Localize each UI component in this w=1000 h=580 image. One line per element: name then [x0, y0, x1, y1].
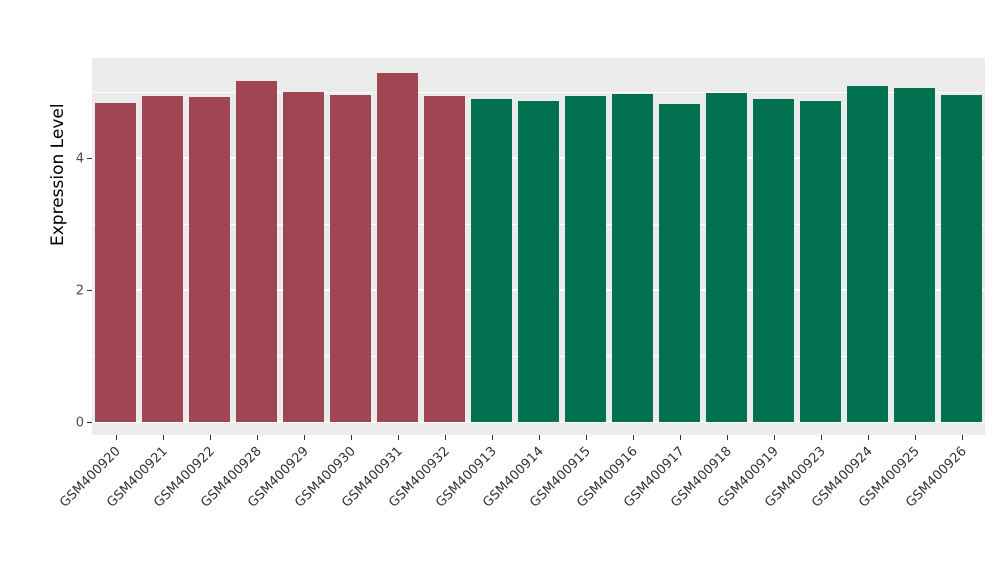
- bar-GSM400919: [753, 99, 794, 422]
- y-tick-mark: [87, 158, 92, 159]
- x-tick-mark: [350, 435, 352, 440]
- bar-GSM400924: [847, 86, 888, 422]
- y-axis-title: Expression Level: [48, 103, 68, 246]
- plot-panel: [92, 58, 985, 435]
- x-tick-mark: [397, 435, 399, 440]
- x-tick-mark: [679, 435, 681, 440]
- gridline-major: [92, 421, 985, 423]
- x-tick-mark: [209, 435, 211, 440]
- x-tick-mark: [632, 435, 634, 440]
- x-tick-mark: [820, 435, 822, 440]
- x-tick-mark: [538, 435, 540, 440]
- x-tick-mark: [585, 435, 587, 440]
- bar-GSM400917: [659, 103, 700, 422]
- x-tick-mark: [115, 435, 117, 440]
- bar-GSM400920: [95, 103, 136, 422]
- x-tick-mark: [303, 435, 305, 440]
- y-tick-label: 0: [75, 415, 84, 431]
- bar-GSM400923: [800, 101, 841, 422]
- bar-GSM400925: [894, 88, 935, 422]
- x-tick-mark: [961, 435, 963, 440]
- bar-GSM400931: [377, 72, 418, 422]
- bar-GSM400929: [283, 92, 324, 422]
- gridline-minor: [92, 92, 985, 93]
- bar-GSM400930: [330, 95, 371, 422]
- bar-GSM400922: [189, 97, 230, 422]
- x-tick-mark: [914, 435, 916, 440]
- bar-GSM400914: [518, 101, 559, 422]
- bar-GSM400918: [706, 93, 747, 422]
- x-tick-mark: [491, 435, 493, 440]
- y-tick-label: 4: [75, 151, 84, 167]
- x-tick-mark: [256, 435, 258, 440]
- x-tick-mark: [773, 435, 775, 440]
- bar-GSM400913: [471, 99, 512, 422]
- y-tick-mark: [87, 422, 92, 423]
- x-tick-mark: [444, 435, 446, 440]
- x-tick-mark: [162, 435, 164, 440]
- bar-GSM400932: [424, 95, 465, 422]
- y-tick-mark: [87, 290, 92, 291]
- bar-GSM400921: [142, 95, 183, 422]
- bar-GSM400928: [236, 80, 277, 422]
- bar-GSM400916: [612, 93, 653, 422]
- x-tick-mark: [867, 435, 869, 440]
- bar-GSM400915: [565, 95, 606, 422]
- x-tick-mark: [726, 435, 728, 440]
- bar-GSM400926: [941, 95, 982, 422]
- y-tick-label: 2: [75, 283, 84, 299]
